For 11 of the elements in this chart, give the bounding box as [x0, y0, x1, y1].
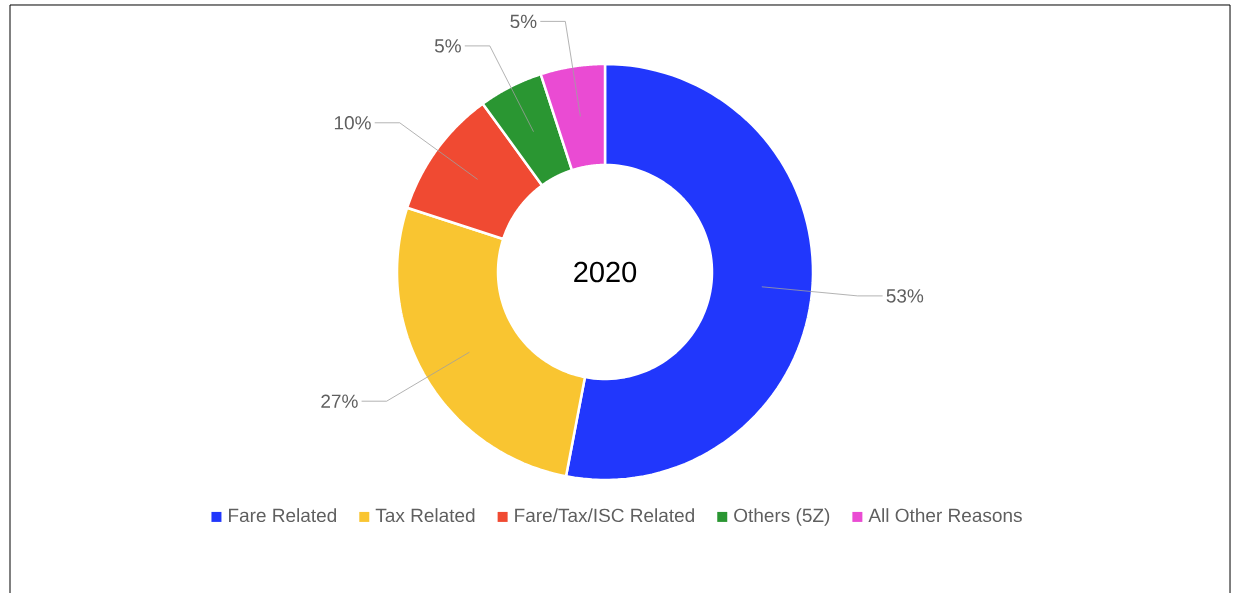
- legend-label: Fare Related: [229, 508, 337, 523]
- legend-label: All Other Reasons: [868, 508, 1022, 523]
- data-label: 5%: [510, 14, 537, 29]
- legend-label: Tax Related: [375, 508, 475, 523]
- data-label: 5%: [434, 39, 461, 53]
- legend-label: Others (5Z): [734, 508, 830, 527]
- data-label: 27%: [321, 394, 358, 409]
- legend-label: Fare/Tax/ISC Related: [515, 508, 694, 523]
- data-label: 10%: [334, 116, 371, 130]
- text: 2020: [574, 261, 637, 283]
- data-label: 53%: [886, 289, 924, 303]
